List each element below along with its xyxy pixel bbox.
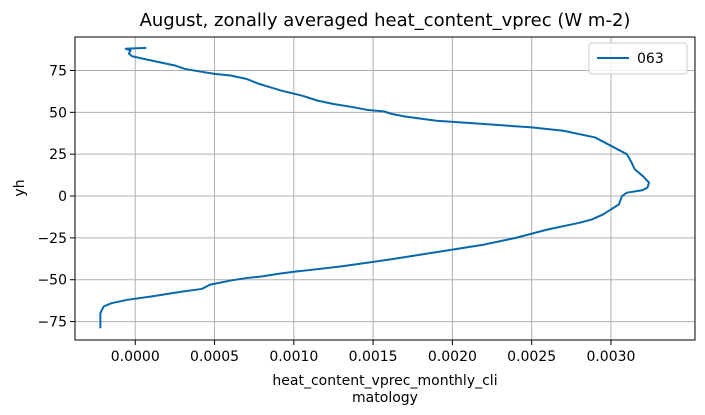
legend-label: 063 <box>637 51 664 67</box>
y-axis: −75 −50 −25 0 25 50 75 <box>37 63 75 331</box>
x-tick-label: 0.0000 <box>111 349 160 365</box>
y-tick-label: 25 <box>49 147 67 163</box>
x-axis-label-line2: matology <box>352 390 418 406</box>
legend: 063 <box>588 42 688 75</box>
x-axis: 0.0000 0.0005 0.0010 0.0015 0.0020 0.0025 0.00… <box>111 340 635 365</box>
series-group <box>99 46 651 329</box>
y-tick-label: 75 <box>49 63 67 79</box>
chart-title: August, zonally averaged heat_content_vp… <box>140 10 631 31</box>
y-axis-label: yh <box>12 179 28 196</box>
series-line-063 <box>99 46 651 329</box>
x-tick-label: 0.0030 <box>586 349 635 365</box>
x-tick-label: 0.0025 <box>507 349 556 365</box>
y-tick-label: −75 <box>37 315 67 331</box>
x-tick-label: 0.0010 <box>269 349 318 365</box>
y-tick-label: 50 <box>49 105 67 121</box>
x-tick-label: 0.0005 <box>190 349 239 365</box>
y-tick-label: −25 <box>37 231 67 247</box>
y-tick-label: 0 <box>58 189 67 205</box>
legend-box <box>588 42 688 75</box>
x-axis-label-line1: heat_content_vprec_monthly_cli <box>272 373 497 389</box>
plot-frame <box>74 36 696 341</box>
x-tick-label: 0.0015 <box>349 349 398 365</box>
y-tick-label: −50 <box>37 273 67 289</box>
x-tick-label: 0.0020 <box>428 349 477 365</box>
